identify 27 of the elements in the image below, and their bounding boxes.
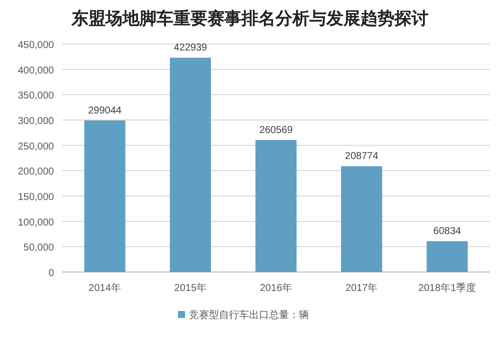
y-tick-label: 250,000 <box>18 141 54 152</box>
y-tick-label: 450,000 <box>18 40 54 51</box>
data-label: 422939 <box>174 42 208 54</box>
bar <box>170 58 211 272</box>
bar <box>341 166 382 272</box>
x-tick-label: 2016年 <box>260 282 292 294</box>
x-tick-label: 2015年 <box>174 282 207 294</box>
data-label: 60834 <box>433 226 462 238</box>
bar <box>426 241 468 272</box>
data-label: 299044 <box>88 105 122 116</box>
y-tick-label: 300,000 <box>18 116 54 127</box>
x-tick-label: 2017年 <box>345 282 378 294</box>
x-tick-label: 2014年 <box>88 282 121 294</box>
legend-label: 竞赛型自行车出口总量：辆 <box>189 309 309 321</box>
chart-title: 东盟场地脚车重要赛事排名分析与发展趋势探讨 <box>70 9 428 28</box>
x-tick-label: 2018年1季度 <box>418 282 476 294</box>
data-label: 208774 <box>344 151 379 162</box>
data-label: 260569 <box>259 124 294 136</box>
y-tick-label: 50,000 <box>23 242 54 254</box>
y-tick-label: 100,000 <box>18 217 54 228</box>
y-tick-label: 150,000 <box>18 192 54 203</box>
y-tick-label: 350,000 <box>18 90 54 102</box>
y-tick-label: 400,000 <box>18 65 54 76</box>
y-tick-label: 200,000 <box>18 166 54 178</box>
bar <box>255 140 297 272</box>
bar <box>84 120 126 272</box>
y-tick-label: 0 <box>48 268 54 279</box>
